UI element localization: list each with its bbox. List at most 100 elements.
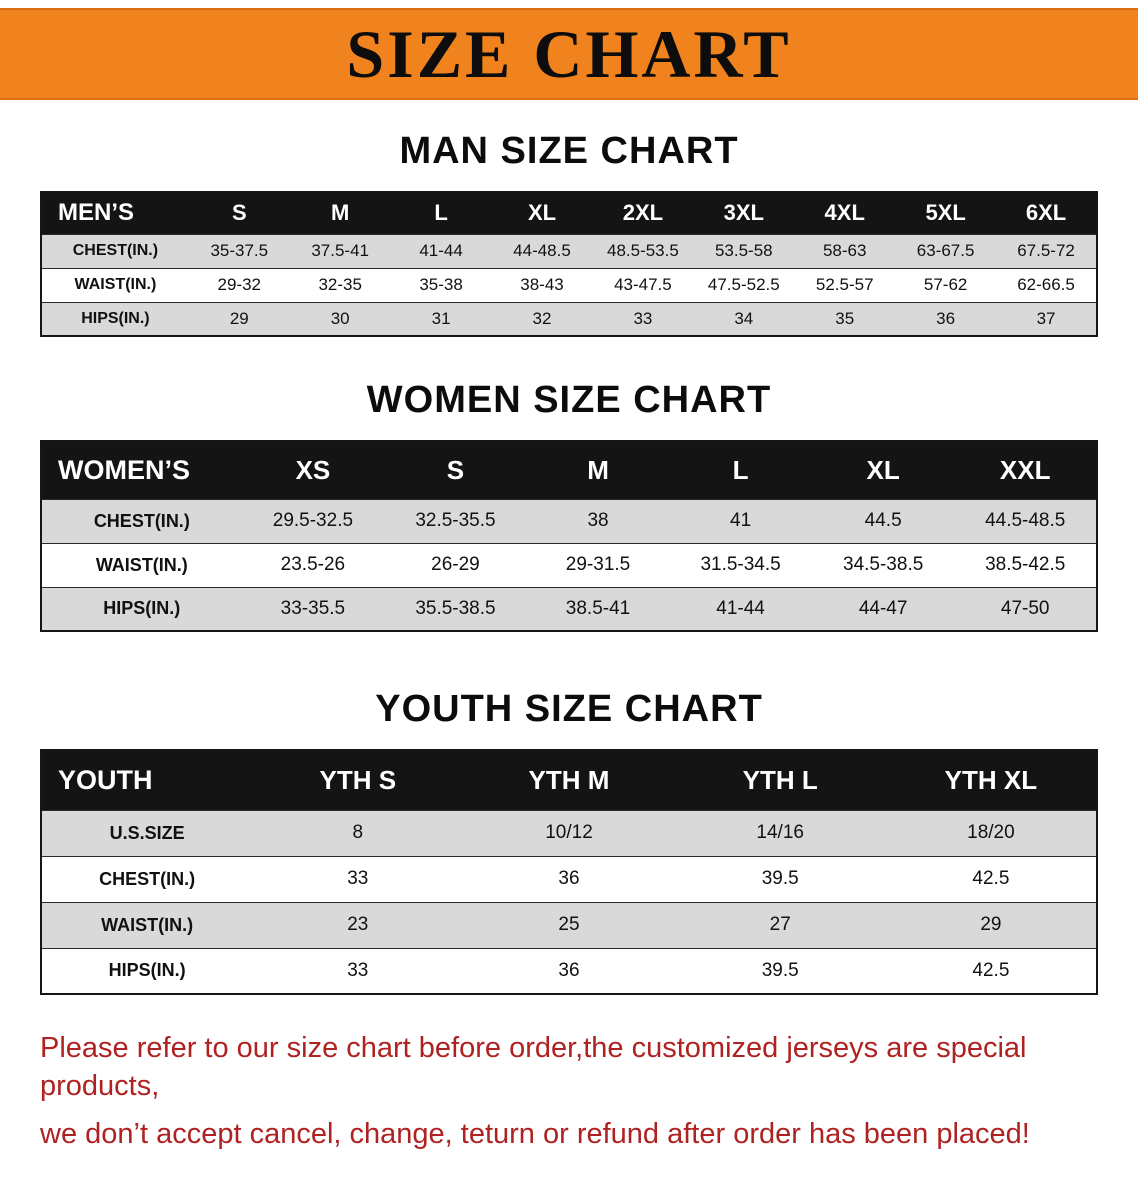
table-header-row: YOUTH YTH S YTH M YTH L YTH XL: [41, 750, 1097, 810]
youth-size-chart-section: YOUTH SIZE CHART YOUTH YTH S YTH M YTH L YTH…: [0, 688, 1138, 995]
size-value: 44-48.5: [513, 241, 571, 260]
size-value: 31: [431, 308, 451, 328]
size-column-header: XXL: [954, 441, 1097, 499]
size-value: 58-63: [822, 241, 867, 260]
size-value: 35-37.5: [210, 241, 269, 260]
size-column-header: XL: [811, 441, 955, 499]
size-column-header: L: [669, 441, 812, 499]
table-row: HIPS(IN.) 33-35.5 35.5-38.5 38.5-41 41-44 44-…: [41, 587, 1097, 631]
size-value: 48.5-53.5: [606, 241, 679, 260]
table-row: HIPS(IN.) 29 30 31 32 33 34 35 36 37: [41, 302, 1097, 336]
size-column-header: L: [390, 192, 492, 234]
size-value: 29: [229, 308, 249, 328]
size-value: 29.5-32.5: [272, 510, 354, 531]
size-column-header: YTH S: [252, 750, 464, 810]
page-title: SIZE CHART: [346, 15, 792, 92]
size-value: 35-38: [419, 275, 463, 294]
row-label: U.S.SIZE: [109, 822, 185, 843]
size-value: 63-67.5: [916, 241, 975, 260]
size-value: 33: [633, 308, 653, 328]
men-size-chart-section: MAN SIZE CHART MEN’S S M L XL 2XL 3XL 4XL 5XL 6XL…: [0, 130, 1138, 337]
size-value: 23: [347, 914, 369, 935]
size-value: 52.5-57: [815, 275, 874, 294]
size-value: 29-31.5: [565, 554, 631, 575]
notice-line-1: Please refer to our size chart before or…: [40, 1032, 1027, 1102]
table-row: CHEST(IN.) 29.5-32.5 32.5-35.5 38 41 44.5 44.5…: [41, 499, 1097, 543]
size-column-header: YTH XL: [885, 750, 1097, 810]
size-value: 42.5: [972, 959, 1010, 981]
row-label: WAIST(IN.): [74, 276, 157, 293]
size-value: 47-50: [1000, 597, 1050, 619]
size-value: 38-43: [520, 275, 564, 294]
banner: SIZE CHART: [0, 8, 1138, 100]
size-value: 38.5-42.5: [985, 554, 1066, 575]
size-column-header: YTH M: [463, 750, 675, 810]
row-label: HIPS(IN.): [108, 960, 186, 981]
men-section-heading: MAN SIZE CHART: [399, 130, 739, 172]
size-column-header: 2XL: [592, 192, 694, 234]
size-value: 35.5-38.5: [415, 597, 496, 619]
women-section-heading: WOMEN SIZE CHART: [366, 379, 772, 421]
size-column-header: XL: [491, 192, 593, 234]
women-size-chart-section: WOMEN SIZE CHART WOMEN’S XS S M L XL XXL CHEST(…: [0, 379, 1138, 632]
size-value: 41-44: [419, 241, 463, 260]
youth-section-heading: YOUTH SIZE CHART: [375, 688, 763, 730]
size-value: 25: [558, 914, 580, 935]
size-value: 31.5-34.5: [700, 554, 781, 575]
size-value: 32: [532, 308, 552, 328]
size-column-header: M: [289, 192, 391, 234]
size-value: 44.5: [864, 510, 902, 531]
size-column-header: 3XL: [693, 192, 795, 234]
table-row: U.S.SIZE 8 10/12 14/16 18/20: [41, 810, 1097, 856]
size-value: 39.5: [761, 868, 799, 889]
size-value: 33: [347, 868, 369, 889]
row-label: CHEST(IN.): [93, 510, 190, 531]
footer-notice: Please refer to our size chart before or…: [40, 1029, 1138, 1183]
row-label: WAIST(IN.): [101, 914, 194, 935]
row-label-header: YOUTH: [41, 750, 253, 810]
table-row: CHEST(IN.) 33 36 39.5 42.5: [41, 856, 1097, 902]
size-value: 53.5-58: [714, 241, 773, 260]
size-value: 10/12: [545, 822, 593, 843]
row-label-header: MEN’S: [41, 192, 189, 234]
size-value: 32-35: [318, 275, 362, 294]
women-size-table: WOMEN’S XS S M L XL XXL CHEST(IN.) 29.5-32.5 32.5…: [40, 440, 1098, 632]
size-value: 8: [352, 822, 364, 843]
size-column-header: 4XL: [794, 192, 896, 234]
size-value: 23.5-26: [280, 554, 346, 575]
size-value: 18/20: [967, 822, 1015, 843]
size-value: 14/16: [756, 822, 804, 843]
table-row: CHEST(IN.) 35-37.5 37.5-41 41-44 44-48.5 48.5…: [41, 234, 1097, 268]
size-value: 41: [730, 510, 752, 531]
size-value: 36: [936, 308, 956, 328]
table-row: WAIST(IN.) 23.5-26 26-29 29-31.5 31.5-34.5 34…: [41, 543, 1097, 587]
size-value: 44-47: [858, 597, 908, 619]
size-column-header: S: [188, 192, 290, 234]
size-value: 34.5-38.5: [843, 554, 924, 575]
table-row: WAIST(IN.) 23 25 27 29: [41, 902, 1097, 948]
size-value: 37.5-41: [311, 241, 370, 260]
size-column-header: M: [526, 441, 670, 499]
size-value: 29-32: [217, 275, 262, 294]
size-column-header: 6XL: [996, 192, 1097, 234]
size-value: 30: [330, 308, 350, 328]
size-value: 43-47.5: [614, 275, 672, 294]
men-size-table: MEN’S S M L XL 2XL 3XL 4XL 5XL 6XL CHEST(IN.) 35-37…: [40, 191, 1098, 337]
notice-line-2: we don’t accept cancel, change, teturn o…: [40, 1118, 1030, 1150]
size-value: 36: [558, 868, 580, 889]
size-value: 32.5-35.5: [415, 510, 496, 531]
size-value: 37: [1036, 308, 1056, 328]
size-value: 34: [734, 308, 754, 328]
size-value: 41-44: [716, 597, 765, 619]
size-value: 42.5: [972, 868, 1010, 889]
table-row: WAIST(IN.) 29-32 32-35 35-38 38-43 43-47.5 47.…: [41, 268, 1097, 302]
size-value: 47.5-52.5: [707, 275, 780, 294]
row-label: CHEST(IN.): [72, 242, 159, 259]
size-value: 62-66.5: [1017, 275, 1075, 294]
size-value: 35: [835, 308, 855, 328]
size-value: 39.5: [761, 959, 799, 981]
row-label: WAIST(IN.): [95, 554, 188, 575]
size-value: 57-62: [923, 275, 968, 294]
table-row: HIPS(IN.) 33 36 39.5 42.5: [41, 948, 1097, 994]
